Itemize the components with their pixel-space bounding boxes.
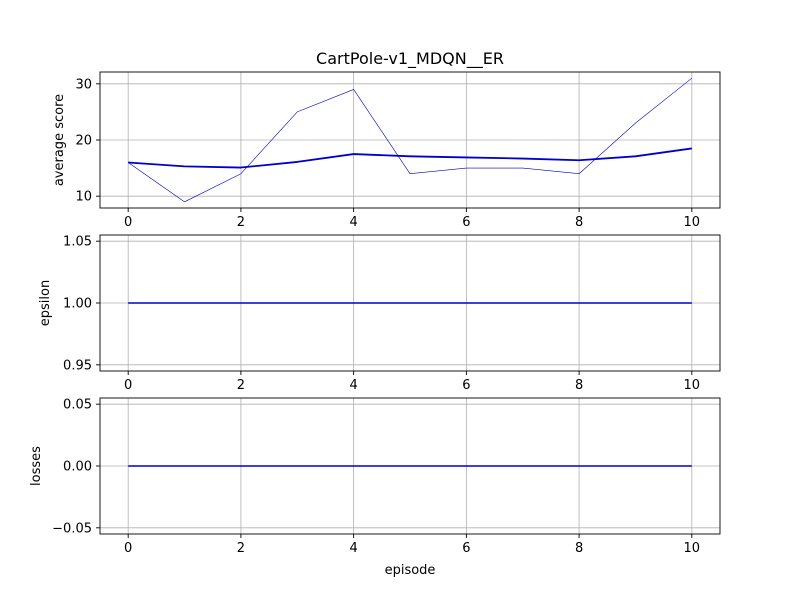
- subplot-1: 0 2 4 6 8 10 10 20 30 average score: [52, 71, 721, 230]
- x-tick-label: 10: [684, 215, 701, 230]
- x-tick-label: 10: [684, 378, 701, 393]
- x-tick-label: 4: [349, 215, 357, 230]
- y-tick-label: 10: [75, 190, 92, 205]
- y-tick-label: 1.05: [63, 235, 92, 250]
- x-tick-label: 0: [124, 215, 132, 230]
- x-tick-label: 0: [124, 378, 132, 393]
- subplot-2: 0 2 4 6 8 10 0.95 1.00 1.05 epsilon: [38, 234, 721, 393]
- x-tick-label: 4: [349, 378, 357, 393]
- chart-title: CartPole-v1_MDQN__ER: [316, 49, 504, 69]
- y-axis-label: average score: [52, 94, 67, 186]
- series-line-1: [128, 77, 693, 203]
- y-tick-label: 20: [75, 134, 92, 149]
- x-tick-label: 6: [462, 541, 470, 556]
- x-tick-label: 0: [124, 541, 132, 556]
- x-tick-label: 8: [575, 541, 583, 556]
- series-line-2: [128, 147, 692, 169]
- x-tick-label: 6: [462, 378, 470, 393]
- x-tick-label: 4: [349, 541, 357, 556]
- x-tick-label: 2: [237, 541, 245, 556]
- x-tick-label: 8: [575, 215, 583, 230]
- x-tick-label: 10: [684, 541, 701, 556]
- x-tick-label: 2: [237, 378, 245, 393]
- subplot-3: 0 2 4 6 8 10 −0.05 0.00 0.05 losses episode: [29, 397, 721, 578]
- y-tick-label: 1.00: [63, 297, 92, 312]
- y-tick-label: 0.95: [63, 358, 92, 373]
- y-tick-label: 30: [75, 77, 92, 92]
- y-axis-label: epsilon: [38, 280, 53, 326]
- x-tick-label: 2: [237, 215, 245, 230]
- y-tick-label: 0.05: [63, 398, 92, 413]
- y-axis-label: losses: [29, 446, 44, 486]
- x-axis-label: episode: [385, 563, 436, 578]
- x-tick-label: 6: [462, 215, 470, 230]
- y-tick-label: 0.00: [63, 460, 92, 475]
- y-tick-label: −0.05: [52, 521, 92, 536]
- x-tick-label: 8: [575, 378, 583, 393]
